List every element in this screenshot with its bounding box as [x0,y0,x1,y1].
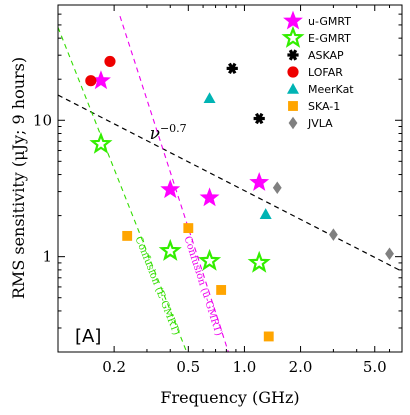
legend-item-ska-1: SKA-1 [288,100,340,113]
legend-label-lofar: LOFAR [308,66,343,79]
y-axis-title: RMS sensitivity (μJy; 9 hours) [9,57,28,299]
legend-marker-e-gmrt [281,25,305,48]
y-tick-label: 1 [42,248,52,266]
legend-item-jvla: JVLA [288,116,333,130]
lofar-point-0 [85,75,97,87]
jvla-point-0 [272,181,282,195]
x-tick-label: 2.0 [289,358,313,376]
legend-label-meerkat: MeerKat [308,83,354,96]
ska-1-point-3 [263,331,274,342]
dashed-line-1 [58,27,188,352]
legend-marker-meerkat [287,83,299,94]
legend-marker-u-gmrt [283,10,303,30]
legend-marker-jvla [288,116,298,130]
legend-label-e-gmrt: E-GMRT [308,32,351,45]
meerkat-point-1 [259,208,272,219]
plot-frame [57,4,403,353]
u-gmrt-point-3 [249,172,270,191]
jvla-point-1 [328,228,338,241]
legend-label-askap: ASKAP [308,49,344,62]
e-gmrt-point-3 [247,250,271,273]
legend-item-u-gmrt: u-GMRT [283,10,351,30]
legend-marker-lofar [287,66,299,78]
x-tick-label: 0.5 [176,358,200,376]
ska-1-point-1 [183,223,194,234]
ska-1-point-0 [122,230,133,241]
legend: u-GMRT E-GMRT ASKAP LOFAR MeerKat SKA-1 JVLA [281,10,354,130]
legend-label-ska-1: SKA-1 [308,100,340,113]
dashed-line-0 [58,94,402,272]
lines-layer [58,15,402,352]
legend-marker-askap [287,49,299,61]
dashed-line-2 [119,15,229,352]
legend-label-jvla: JVLA [307,117,333,130]
legend-item-askap: ASKAP [287,49,344,62]
askap-point-1 [253,112,265,125]
points-layer [85,55,394,342]
e-gmrt-point-2 [198,248,222,271]
x-tick-label: 5.0 [363,358,387,376]
u-gmrt-point-2 [199,187,220,207]
e-gmrt-point-1 [158,238,182,261]
panel-label: [A] [75,326,101,347]
x-tick-label: 1.0 [233,358,257,376]
legend-label-u-gmrt: u-GMRT [308,15,351,28]
u-gmrt-point-1 [160,179,181,199]
spectral-index-label: ν−0.7 [150,122,187,144]
meerkat-point-0 [203,92,216,104]
askap-point-0 [226,62,238,75]
ticks-layer: 0.2 0.5 1.0 2.0 5.0 1 10 [33,5,402,376]
ska-1-point-2 [216,285,227,295]
legend-marker-ska-1 [288,101,298,111]
x-axis-title: Frequency (GHz) [160,388,299,407]
lofar-point-1 [104,55,116,68]
y-tick-label: 10 [33,111,52,129]
legend-item-lofar: LOFAR [287,66,343,79]
e-gmrt-point-0 [89,131,113,154]
x-tick-label: 0.2 [102,358,126,376]
legend-item-e-gmrt: E-GMRT [281,25,351,48]
legend-item-meerkat: MeerKat [287,83,354,96]
jvla-point-2 [385,247,394,261]
